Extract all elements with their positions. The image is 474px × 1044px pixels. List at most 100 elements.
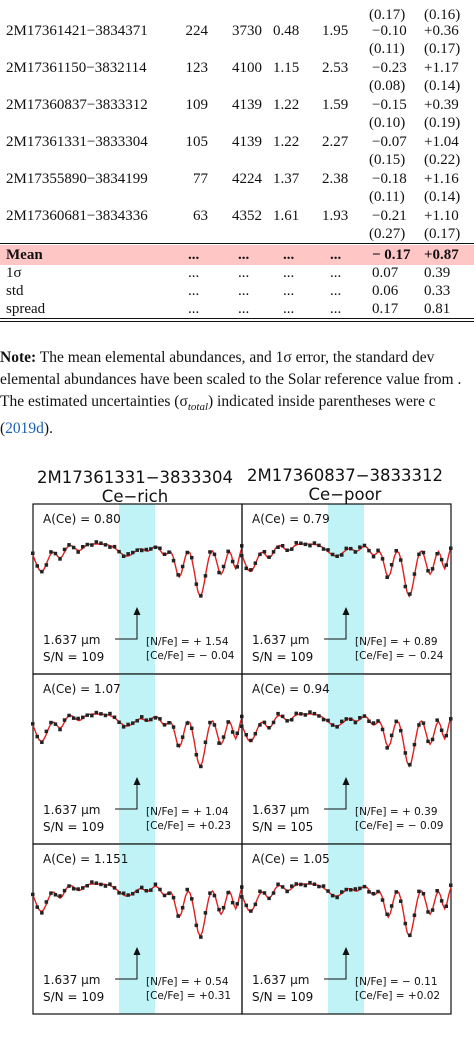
- observed-flux-point: [376, 889, 380, 894]
- observed-flux-point: [380, 557, 385, 561]
- table-error: (0.16): [424, 7, 461, 23]
- observed-flux-point: [49, 720, 53, 725]
- observed-flux-point: [226, 890, 230, 895]
- mean-row-highlight: [0, 245, 474, 265]
- summary-label: std: [6, 283, 24, 299]
- observed-flux-point: [190, 897, 194, 901]
- observed-flux-point: [317, 543, 321, 548]
- observed-flux-point: [40, 740, 44, 744]
- star-id: 2M17361331−3833304: [6, 134, 148, 150]
- observed-flux-point: [317, 714, 321, 718]
- observed-flux-point: [117, 720, 121, 724]
- observed-flux-point: [171, 558, 176, 563]
- note-line2: elemental abundances have been scaled to…: [0, 371, 462, 388]
- observed-flux-point: [417, 889, 421, 894]
- observed-flux-point: [262, 720, 267, 725]
- line-marker-arrow: [115, 612, 138, 640]
- nfe-label: [N/Fe] = − 0.11: [355, 976, 438, 988]
- note-label: Note:: [0, 349, 37, 366]
- observed-flux-point: [99, 712, 103, 716]
- observed-flux-point: [99, 882, 103, 887]
- note-line1: The mean elemental abundances, and 1σ er…: [36, 349, 435, 366]
- observed-flux-point: [35, 734, 39, 739]
- line-marker-arrow: [324, 612, 347, 640]
- observed-flux-point: [171, 725, 176, 729]
- sn-label: S/N = 109: [252, 650, 313, 664]
- abundance-table: (0.17) (0.16) 2M17361421−3834371 224 3730 0.4…: [0, 0, 474, 330]
- observed-flux-point: [403, 921, 408, 926]
- table-cell: 105: [185, 134, 209, 150]
- observed-flux-point: [421, 892, 426, 896]
- observed-flux-point: [85, 884, 89, 888]
- observed-flux-point: [71, 716, 76, 720]
- observed-flux-point: [421, 550, 426, 555]
- column-tag-left: Ce−rich: [101, 487, 169, 506]
- observed-flux-point: [94, 881, 99, 885]
- column-tag-right: Ce−poor: [308, 485, 382, 504]
- observed-flux-point: [103, 543, 108, 547]
- observed-flux-point: [240, 724, 244, 728]
- observed-flux-point: [435, 718, 439, 722]
- observed-flux-point: [299, 541, 303, 545]
- observed-flux-point: [340, 553, 344, 557]
- observed-flux-point: [149, 547, 153, 551]
- observed-flux-point: [253, 561, 258, 565]
- observed-flux-point: [330, 893, 335, 898]
- observed-flux-point: [267, 896, 271, 901]
- spectra-panels: A(Ce) = 0.80 1.637 μm S/N = 109 [N/Fe] = + …: [31, 503, 453, 1015]
- line-marker-arrow: [324, 952, 347, 980]
- observed-flux-point: [176, 743, 180, 748]
- wavelength-label: 1.637 μm: [43, 633, 101, 647]
- observed-flux-point: [240, 895, 244, 899]
- observed-flux-point: [267, 726, 271, 730]
- observed-flux-point: [103, 713, 108, 718]
- observed-flux-point: [349, 888, 353, 892]
- observed-flux-point: [99, 541, 103, 545]
- star-id: 2M17361421−3834371: [6, 23, 148, 39]
- ellipsis: ...: [188, 301, 200, 317]
- observed-flux-point: [253, 732, 258, 736]
- observed-flux-point: [44, 900, 49, 904]
- column-star-left: 2M17361331−3833304: [36, 468, 234, 487]
- observed-flux-point: [371, 554, 376, 559]
- ellipsis: ...: [238, 265, 250, 281]
- ellipsis: ...: [283, 247, 295, 263]
- observed-flux-point: [135, 889, 139, 894]
- table-error: (0.15): [369, 152, 406, 168]
- observed-flux-point: [199, 594, 203, 598]
- observed-flux-point: [76, 887, 80, 891]
- observed-flux-point: [71, 545, 76, 550]
- ace-label: A(Ce) = 1.07: [43, 682, 121, 696]
- arrow-head-icon: [342, 607, 350, 615]
- observed-flux-point: [280, 714, 285, 719]
- observed-flux-point: [81, 545, 85, 549]
- paren-close: ).: [43, 420, 53, 438]
- table-cell: 4139: [232, 134, 262, 150]
- observed-flux-point: [408, 933, 412, 937]
- observed-flux-point: [90, 543, 94, 547]
- observed-flux-point: [126, 552, 130, 556]
- table-cell: +1.10: [424, 208, 459, 224]
- observed-flux-point: [285, 889, 289, 894]
- observed-flux-point: [426, 739, 430, 744]
- table-cell: 1.22: [273, 97, 300, 113]
- observed-flux-point: [180, 906, 185, 910]
- observed-flux-point: [421, 721, 426, 725]
- summary-label: 1σ: [6, 265, 22, 281]
- observed-flux-point: [403, 584, 408, 589]
- observed-flux-point: [81, 715, 85, 720]
- observed-flux-point: [167, 721, 171, 725]
- cefe-label: [Ce/Fe] = − 0.24: [355, 650, 444, 662]
- observed-flux-point: [244, 903, 248, 908]
- citation-link[interactable]: 2019d: [5, 420, 44, 438]
- ce-line-window: [328, 844, 364, 1014]
- table-cell: 63: [193, 208, 208, 224]
- observed-flux-point: [176, 573, 180, 577]
- table-error: (0.11): [369, 189, 405, 205]
- observed-flux-point: [103, 884, 108, 888]
- observed-flux-point: [290, 884, 294, 888]
- observed-flux-point: [435, 889, 439, 893]
- observed-flux-point: [340, 890, 344, 894]
- observed-flux-point: [326, 548, 330, 552]
- sn-label: S/N = 109: [43, 650, 104, 664]
